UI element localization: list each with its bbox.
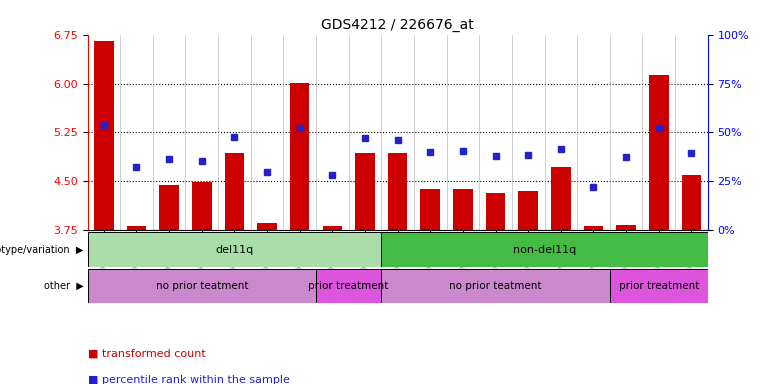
Bar	[388, 153, 407, 230]
Bar	[584, 226, 603, 230]
Text: other  ▶: other ▶	[44, 281, 84, 291]
Bar	[192, 182, 212, 230]
Bar	[257, 223, 277, 230]
Bar	[94, 41, 113, 230]
Bar	[381, 232, 708, 267]
Bar	[610, 269, 708, 303]
Text: ■ percentile rank within the sample: ■ percentile rank within the sample	[88, 375, 289, 384]
Bar	[323, 226, 342, 230]
Bar	[381, 269, 610, 303]
Bar	[486, 193, 505, 230]
Title: GDS4212 / 226676_at: GDS4212 / 226676_at	[321, 18, 474, 32]
Bar	[616, 225, 636, 230]
Bar	[88, 232, 381, 267]
Bar	[421, 189, 440, 230]
Text: non-del11q: non-del11q	[513, 245, 576, 255]
Text: ■ transformed count: ■ transformed count	[88, 348, 205, 358]
Bar	[290, 83, 310, 230]
Bar	[316, 269, 381, 303]
Text: prior treatment: prior treatment	[308, 281, 389, 291]
Text: del11q: del11q	[215, 245, 253, 255]
Bar	[551, 167, 571, 230]
Bar	[518, 190, 538, 230]
Text: prior treatment: prior treatment	[619, 281, 699, 291]
Text: no prior teatment: no prior teatment	[155, 281, 248, 291]
Bar	[126, 226, 146, 230]
Bar	[88, 269, 316, 303]
Bar	[649, 75, 669, 230]
Text: no prior teatment: no prior teatment	[449, 281, 542, 291]
Bar	[682, 175, 701, 230]
Bar	[159, 185, 179, 230]
Bar	[453, 189, 473, 230]
Bar	[224, 153, 244, 230]
Text: genotype/variation  ▶: genotype/variation ▶	[0, 245, 84, 255]
Bar	[355, 153, 374, 230]
